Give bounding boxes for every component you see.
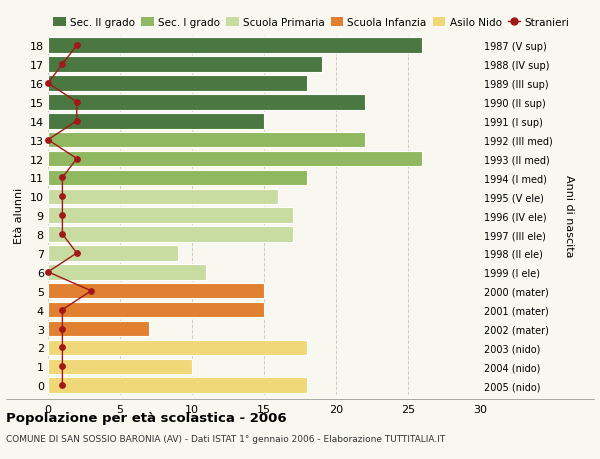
Legend: Sec. II grado, Sec. I grado, Scuola Primaria, Scuola Infanzia, Asilo Nido, Stran: Sec. II grado, Sec. I grado, Scuola Prim… (53, 18, 569, 28)
Bar (48, 151, 422, 167)
Point (72, 43, 82, 50)
Point (58, 325, 67, 332)
Point (43, 80, 53, 88)
Point (86, 287, 96, 295)
Point (72, 118, 82, 125)
Bar (48, 39, 422, 54)
Bar (48, 95, 365, 111)
Point (58, 363, 67, 370)
Bar (48, 114, 264, 129)
Bar (48, 208, 293, 224)
Y-axis label: Anni di nascita: Anni di nascita (564, 174, 574, 257)
Point (43, 269, 53, 276)
Bar (48, 133, 365, 148)
Text: COMUNE DI SAN SOSSIO BARONIA (AV) - Dati ISTAT 1° gennaio 2006 - Elaborazione TU: COMUNE DI SAN SOSSIO BARONIA (AV) - Dati… (6, 434, 445, 443)
Point (58, 193, 67, 201)
Point (72, 250, 82, 257)
Bar (48, 246, 178, 261)
Point (58, 381, 67, 389)
Text: Popolazione per età scolastica - 2006: Popolazione per età scolastica - 2006 (6, 411, 287, 424)
Bar (48, 378, 307, 393)
Point (58, 174, 67, 182)
Bar (48, 170, 307, 186)
Bar (48, 283, 264, 299)
Point (58, 231, 67, 238)
Bar (48, 340, 307, 355)
Bar (48, 264, 206, 280)
Bar (48, 227, 293, 242)
Point (58, 306, 67, 313)
Point (72, 99, 82, 106)
Point (58, 62, 67, 69)
Bar (48, 321, 149, 336)
Bar (48, 76, 307, 91)
Y-axis label: Età alunni: Età alunni (14, 188, 24, 244)
Bar (48, 359, 192, 374)
Bar (48, 189, 278, 205)
Point (58, 212, 67, 219)
Point (58, 344, 67, 351)
Bar (48, 57, 322, 73)
Bar (48, 302, 264, 318)
Point (72, 156, 82, 163)
Point (43, 137, 53, 144)
